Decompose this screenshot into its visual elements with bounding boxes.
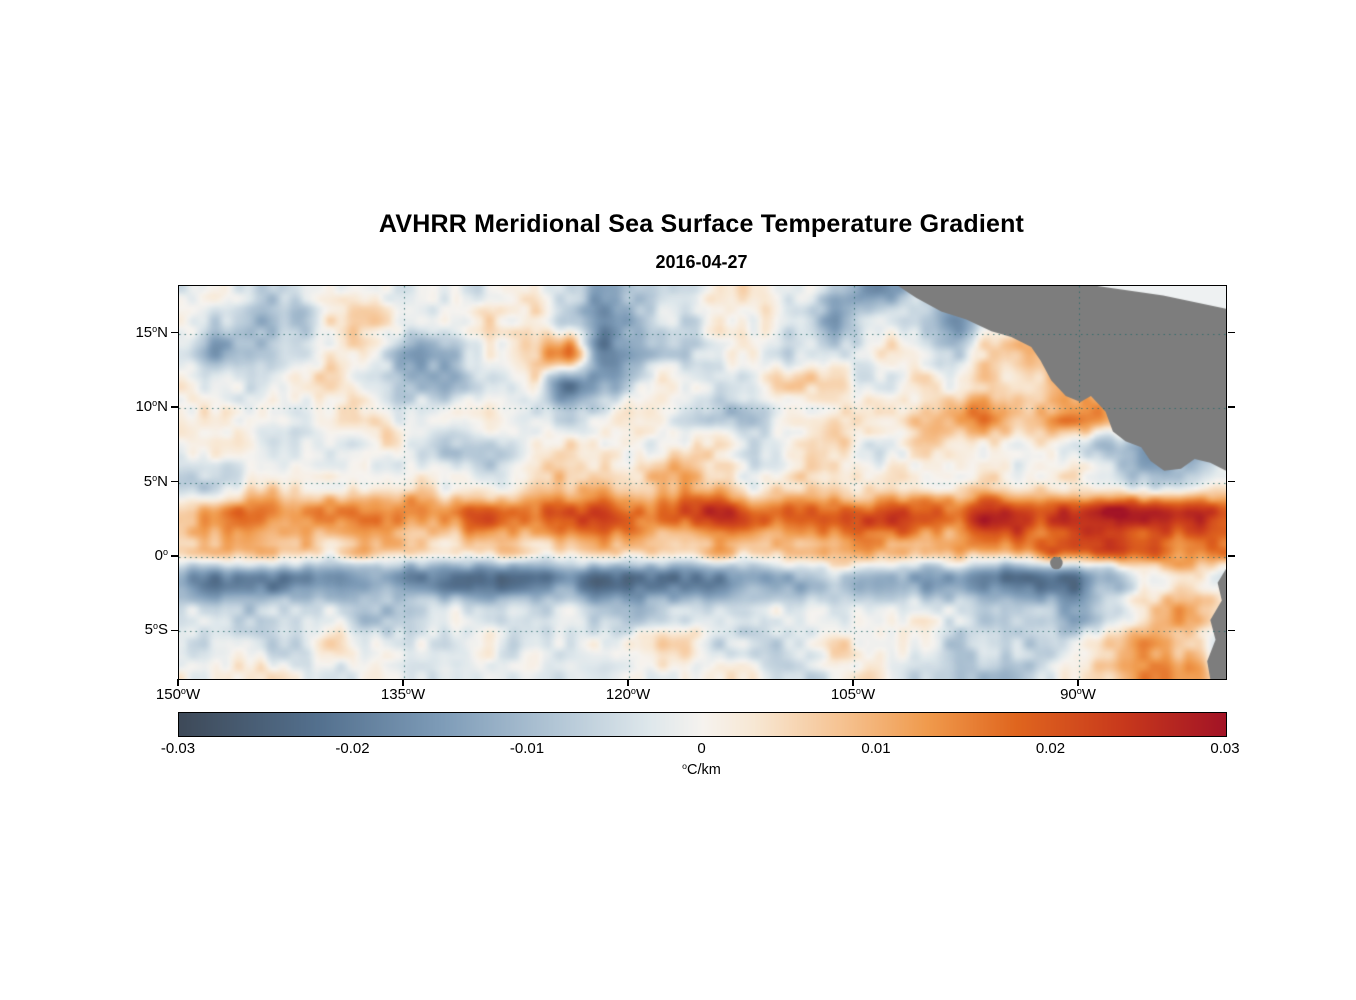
y-tick-label: 5oS [144,621,168,639]
colorbar-tick-label: -0.02 [335,740,370,757]
x-tick-label: 120oW [605,686,651,703]
axis-tick [1228,555,1235,557]
colorbar-gradient [179,713,1226,736]
y-tick-label: 5oN [143,472,168,490]
axis-tick [852,679,854,686]
axis-tick [171,406,178,408]
x-axis-ticks [177,679,1225,687]
map-plot [178,285,1227,680]
colorbar-tick-label: -0.03 [160,740,196,757]
colorbar [178,712,1227,737]
colorbar-tick-labels: -0.03 -0.02 -0.01 0 0.01 0.02 0.03 [161,740,1240,758]
colorbar-tick-label: 0 [697,740,706,757]
axis-tick [171,629,178,632]
x-tick-label: 105oW [830,686,876,703]
axis-tick [1228,480,1235,483]
x-tick-label: 90oW [1060,686,1096,703]
y-tick-label: 10oN [135,397,168,415]
axis-tick [1228,629,1235,632]
x-axis-tick-labels: 150oW 135oW 120oW 105oW 90oW [156,686,1225,708]
y-axis-ticks-right [1228,285,1235,678]
axis-tick [171,555,178,557]
colorbar-unit-label: oC/km [682,761,721,778]
axis-tick [177,679,179,686]
axis-tick [171,331,178,334]
colorbar-tick-label: -0.01 [509,740,545,757]
axis-tick [171,480,178,483]
y-axis-ticks-left [171,285,178,678]
axis-tick [402,679,404,686]
x-tick-label: 135oW [380,686,426,703]
y-tick-label: 15oN [135,323,168,341]
x-tick-label: 150oW [155,686,201,703]
figure-title: AVHRR Meridional Sea Surface Temperature… [378,210,1025,238]
axis-tick [627,679,629,686]
y-axis-tick-labels: 15oN 10oN 5oN 0o 5oS [0,285,168,678]
sst-gradient-heatmap [179,286,1226,679]
colorbar-tick-label: 0.03 [1210,740,1240,757]
axis-tick [1077,679,1079,686]
y-tick-label: 0o [154,546,168,564]
colorbar-tick-label: 0.02 [1035,740,1066,757]
axis-tick [1228,406,1235,408]
figure-date: 2016-04-27 [655,252,748,272]
colorbar-tick-label: 0.01 [861,740,891,757]
axis-tick [1228,331,1235,334]
